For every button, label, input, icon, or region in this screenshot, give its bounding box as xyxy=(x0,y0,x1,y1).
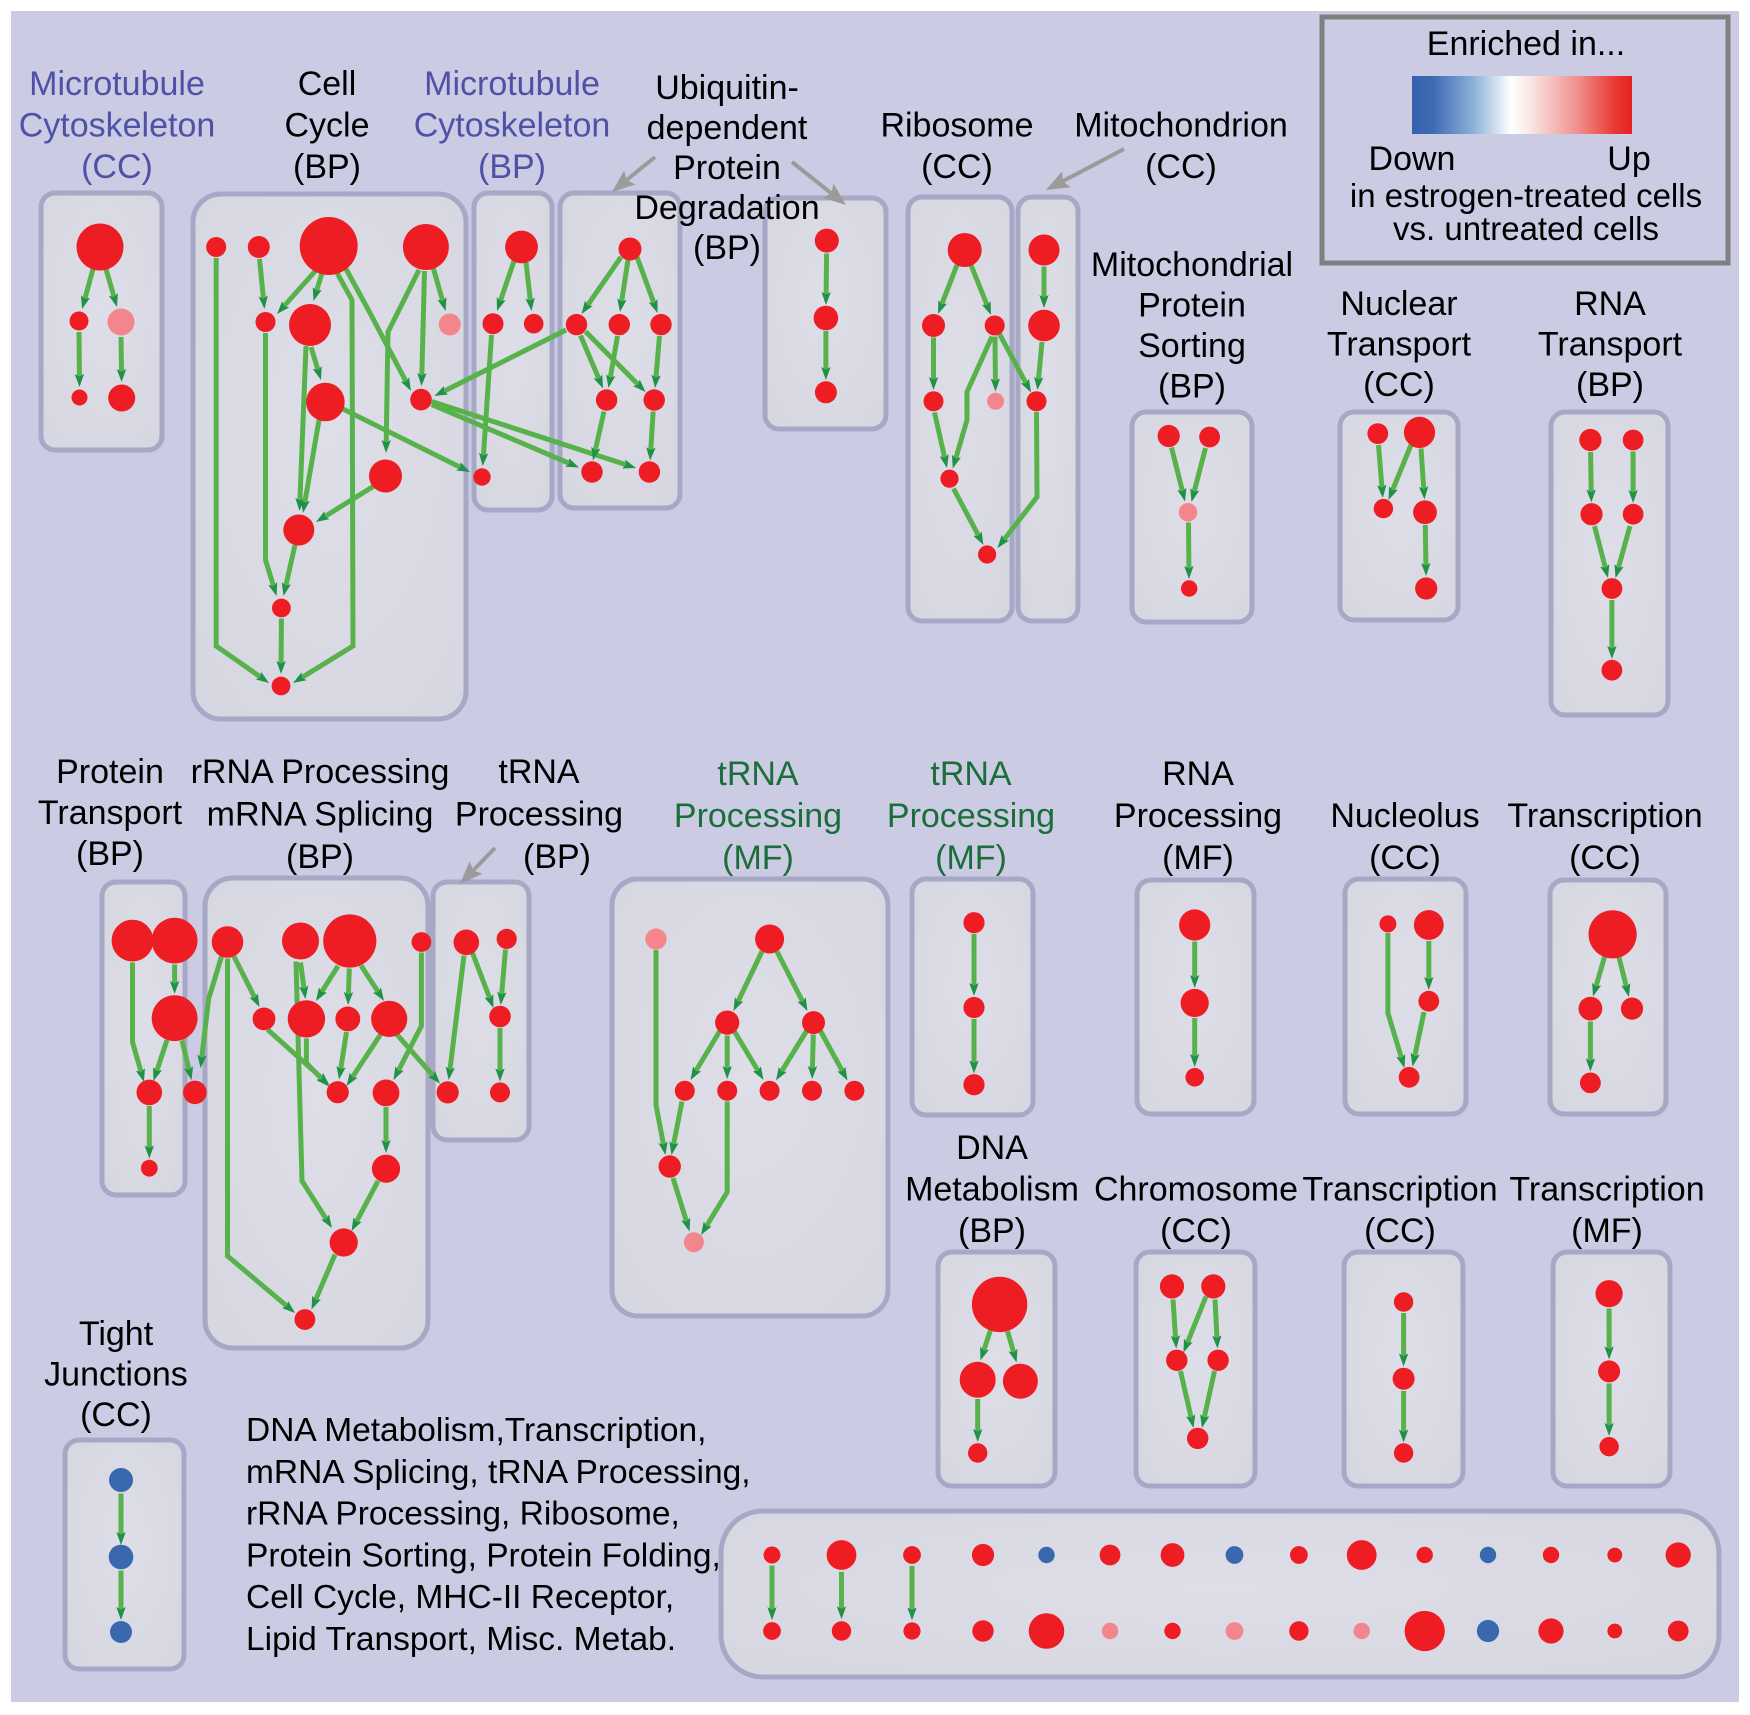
svg-text:Processing: Processing xyxy=(887,797,1055,835)
svg-text:vs. untreated cells: vs. untreated cells xyxy=(1393,210,1659,247)
svg-text:Protein Sorting, Protein Foldi: Protein Sorting, Protein Folding, xyxy=(246,1537,721,1574)
svg-text:(BP): (BP) xyxy=(693,229,761,267)
svg-text:(CC): (CC) xyxy=(1160,1212,1232,1250)
svg-text:mRNA Splicing, tRNA Processing: mRNA Splicing, tRNA Processing, xyxy=(246,1454,751,1491)
svg-text:Degradation: Degradation xyxy=(634,189,819,227)
svg-text:Microtubule: Microtubule xyxy=(424,65,600,103)
svg-text:(BP): (BP) xyxy=(1158,368,1226,406)
svg-text:Metabolism: Metabolism xyxy=(905,1171,1079,1209)
svg-text:Transcription: Transcription xyxy=(1509,1171,1704,1209)
svg-text:Nuclear: Nuclear xyxy=(1340,285,1457,323)
svg-text:Nucleolus: Nucleolus xyxy=(1330,797,1479,835)
svg-text:Transport: Transport xyxy=(1327,326,1472,364)
svg-text:Enriched in...: Enriched in... xyxy=(1427,25,1625,63)
svg-text:Sorting: Sorting xyxy=(1138,327,1246,365)
svg-text:(BP): (BP) xyxy=(958,1212,1026,1250)
svg-text:Processing: Processing xyxy=(1114,797,1282,835)
svg-text:Transcription: Transcription xyxy=(1507,797,1702,835)
svg-text:Tight: Tight xyxy=(79,1315,154,1353)
svg-text:Cell Cycle, MHC-II Receptor,: Cell Cycle, MHC-II Receptor, xyxy=(246,1579,674,1616)
svg-text:(MF): (MF) xyxy=(1162,839,1234,877)
svg-text:dependent: dependent xyxy=(647,109,808,147)
svg-text:Transport: Transport xyxy=(38,794,183,832)
svg-text:Ubiquitin-: Ubiquitin- xyxy=(655,69,799,107)
svg-text:(CC): (CC) xyxy=(1369,839,1441,877)
svg-text:DNA: DNA xyxy=(956,1129,1028,1167)
svg-text:Chromosome: Chromosome xyxy=(1094,1171,1298,1209)
svg-text:(BP): (BP) xyxy=(76,835,144,873)
svg-text:tRNA: tRNA xyxy=(717,755,799,793)
svg-text:Cytoskeleton: Cytoskeleton xyxy=(19,107,216,145)
svg-text:Mitochondrial: Mitochondrial xyxy=(1091,246,1293,284)
svg-text:(BP): (BP) xyxy=(286,838,354,876)
svg-text:(CC): (CC) xyxy=(1364,1212,1436,1250)
svg-text:Cycle: Cycle xyxy=(284,107,369,145)
svg-text:Transport: Transport xyxy=(1538,326,1683,364)
svg-text:Transcription: Transcription xyxy=(1302,1171,1497,1209)
svg-text:rRNA Processing, Ribosome,: rRNA Processing, Ribosome, xyxy=(246,1496,680,1533)
svg-text:Down: Down xyxy=(1369,140,1456,178)
svg-text:tRNA: tRNA xyxy=(930,755,1012,793)
svg-text:(BP): (BP) xyxy=(523,838,591,876)
svg-text:Protein: Protein xyxy=(1138,287,1246,325)
svg-text:tRNA: tRNA xyxy=(498,753,580,791)
svg-text:(BP): (BP) xyxy=(478,148,546,186)
svg-text:Microtubule: Microtubule xyxy=(29,65,205,103)
svg-text:(BP): (BP) xyxy=(293,148,361,186)
svg-text:(BP): (BP) xyxy=(1576,366,1644,404)
svg-text:Cell: Cell xyxy=(298,65,357,103)
svg-text:Up: Up xyxy=(1607,140,1650,178)
svg-text:rRNA Processing: rRNA Processing xyxy=(191,753,450,791)
svg-text:Processing: Processing xyxy=(455,796,623,834)
svg-text:RNA: RNA xyxy=(1162,755,1234,793)
svg-text:Protein: Protein xyxy=(56,753,164,791)
svg-text:(MF): (MF) xyxy=(722,839,794,877)
svg-text:(CC): (CC) xyxy=(80,1396,152,1434)
svg-text:(MF): (MF) xyxy=(935,839,1007,877)
svg-text:Lipid Transport, Misc. Metab.: Lipid Transport, Misc. Metab. xyxy=(246,1621,676,1658)
svg-text:Mitochondrion: Mitochondrion xyxy=(1074,107,1288,145)
svg-text:Ribosome: Ribosome xyxy=(880,107,1033,145)
svg-text:(CC): (CC) xyxy=(81,148,153,186)
svg-text:Junctions: Junctions xyxy=(44,1356,188,1394)
svg-text:Processing: Processing xyxy=(674,797,842,835)
svg-text:RNA: RNA xyxy=(1574,285,1646,323)
svg-text:Cytoskeleton: Cytoskeleton xyxy=(414,107,611,145)
svg-text:(CC): (CC) xyxy=(1145,148,1217,186)
svg-text:(MF): (MF) xyxy=(1571,1212,1643,1250)
svg-text:in estrogen-treated cells: in estrogen-treated cells xyxy=(1350,177,1702,214)
svg-text:mRNA Splicing: mRNA Splicing xyxy=(207,796,434,834)
svg-text:(CC): (CC) xyxy=(1569,839,1641,877)
svg-text:DNA Metabolism,Transcription,: DNA Metabolism,Transcription, xyxy=(246,1412,706,1449)
svg-text:(CC): (CC) xyxy=(1363,366,1435,404)
svg-text:(CC): (CC) xyxy=(921,148,993,186)
svg-text:Protein: Protein xyxy=(673,149,781,187)
